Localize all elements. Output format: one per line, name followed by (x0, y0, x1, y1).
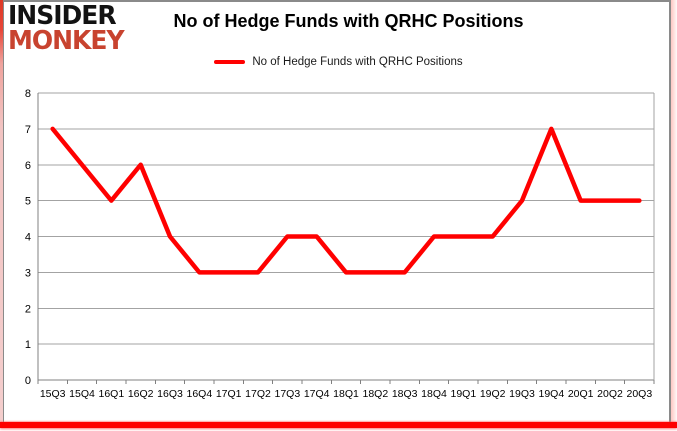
x-axis-label: 18Q2 (362, 388, 388, 400)
x-axis-label: 16Q4 (186, 388, 212, 400)
x-axis-label: 18Q1 (333, 388, 359, 400)
y-axis-label: 1 (25, 339, 31, 351)
x-axis-label: 19Q3 (509, 388, 535, 400)
chart-card (3, 0, 671, 425)
right-accent-glow (671, 0, 677, 424)
y-axis-label: 0 (25, 375, 31, 387)
x-axis-label: 18Q3 (392, 388, 418, 400)
y-axis-label: 8 (25, 88, 31, 100)
left-accent-bar (0, 0, 3, 424)
insider-monkey-logo: INSIDER MONKEY (8, 0, 125, 55)
y-axis-label: 3 (25, 267, 31, 279)
y-axis-label: 6 (25, 160, 31, 172)
y-axis-label: 5 (25, 196, 31, 208)
series-line-qrhc (50, 126, 642, 275)
x-axis-label: 15Q4 (69, 388, 95, 400)
x-axis-label: 16Q1 (98, 388, 124, 400)
x-axis-label: 19Q2 (480, 388, 506, 400)
legend-line-swatch (214, 60, 246, 64)
logo-monkey-text: MONKEY (8, 24, 125, 55)
bottom-accent-bar (0, 422, 677, 428)
x-axis-label: 17Q3 (274, 388, 300, 400)
legend: No of Hedge Funds with QRHC Positions (0, 56, 677, 68)
chart-title: No of Hedge Funds with QRHC Positions (173, 11, 524, 31)
x-axis-label: 19Q4 (538, 388, 564, 400)
x-axis-label: 17Q2 (245, 388, 271, 400)
x-axis-label: 20Q2 (597, 388, 623, 400)
x-axis-label: 16Q3 (157, 388, 183, 400)
x-axis-label: 19Q1 (450, 388, 476, 400)
y-axis-label: 7 (25, 124, 31, 136)
legend-label: No of Hedge Funds with QRHC Positions (252, 56, 463, 68)
logo-insider-text: INSIDER (8, 0, 117, 31)
x-axis-label: 15Q3 (40, 388, 66, 400)
x-axis-label: 20Q1 (568, 388, 594, 400)
x-axis-label: 17Q4 (304, 388, 330, 400)
x-axis-label: 20Q3 (626, 388, 652, 400)
x-axis-label: 17Q1 (216, 388, 242, 400)
x-axis-label: 18Q4 (421, 388, 447, 400)
x-axis-label: 16Q2 (128, 388, 154, 400)
y-axis-label: 2 (25, 303, 31, 315)
y-axis-label: 4 (25, 232, 31, 244)
